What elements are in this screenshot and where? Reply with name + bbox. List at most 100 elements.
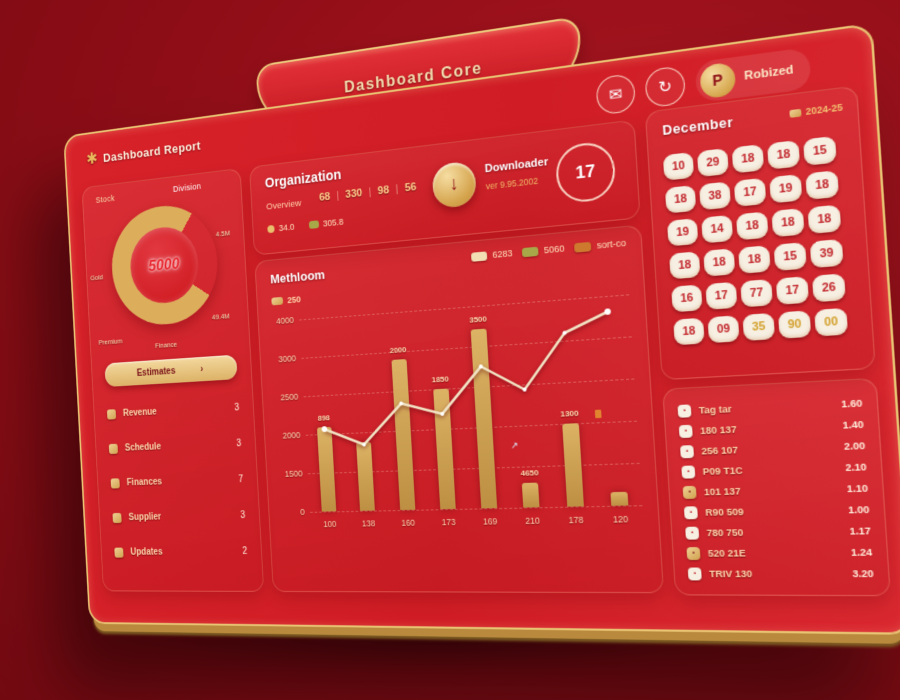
watchlist-label: 256 107	[701, 441, 836, 456]
calendar-day[interactable]: 18	[732, 144, 764, 173]
tab-stock[interactable]: Stock	[95, 193, 114, 204]
x-axis-tick: 178	[554, 514, 599, 525]
watchlist-row[interactable]: ▪ P09 T1C 2.10	[681, 457, 867, 481]
calendar-day[interactable]: 18	[805, 170, 839, 200]
stat-value: 98	[377, 184, 389, 197]
calendar-day[interactable]: 00	[814, 308, 848, 337]
calendar-day[interactable]: 38	[699, 181, 731, 210]
calendar-day[interactable]: 19	[667, 218, 698, 246]
calendar-day[interactable]: 18	[665, 185, 696, 214]
legend-label: 5060	[544, 243, 565, 255]
arrow-up-icon: ↗	[510, 440, 518, 452]
chart-chip: 250	[271, 294, 301, 306]
calendar-day[interactable]: 29	[697, 148, 729, 177]
donut-labels: Gold 4.5M 49.4M Premium Finance	[82, 169, 239, 188]
sidebar-item-revenue[interactable]: Revenue 3	[107, 396, 240, 425]
calendar-day[interactable]: 19	[769, 174, 802, 203]
legend-label: sort-co	[596, 238, 626, 251]
calendar-day[interactable]: 18	[703, 248, 735, 276]
watchlist-row[interactable]: ▪ 520 21E 1.24	[686, 542, 873, 562]
calendar-day[interactable]: 18	[673, 318, 704, 346]
calendar-day[interactable]: 90	[778, 310, 811, 338]
chart-chip-label: 250	[287, 294, 301, 305]
download-button[interactable]: ↓	[432, 160, 477, 209]
watchlist-value: 1.60	[841, 397, 863, 409]
calendar-day[interactable]: 18	[736, 211, 769, 240]
watchlist-value: 1.24	[851, 546, 873, 557]
calendar-day[interactable]: 09	[707, 315, 739, 343]
calendar-day[interactable]: 17	[734, 178, 766, 207]
calendar-day[interactable]: 77	[740, 279, 773, 307]
tab-division[interactable]: Division	[173, 181, 202, 194]
donut-chart: 5000	[109, 200, 221, 328]
watchlist-label: 180 137	[700, 419, 835, 435]
item-icon: ▪	[688, 567, 702, 580]
calendar-day[interactable]: 18	[771, 208, 804, 237]
y-axis-tick: 1500	[272, 469, 303, 480]
item-icon: ▪	[677, 404, 691, 417]
refresh-button[interactable]: ↻	[644, 65, 686, 108]
watchlist-card: ▪ Tag tar 1.60 ▪ 180 137 1.40 ▪ 256 107 2.00 ▪ P09…	[662, 378, 891, 596]
x-axis-tick: 100	[311, 519, 350, 529]
stat-separator: |	[368, 187, 371, 198]
bullet-icon	[114, 547, 123, 557]
bullet-icon	[109, 443, 118, 453]
legend-entry[interactable]: 5060	[522, 243, 565, 257]
x-axis-tick: 138	[349, 518, 389, 528]
watchlist-row[interactable]: ▪ R90 509 1.00	[684, 500, 870, 522]
donut-ring-label: Gold	[90, 273, 103, 282]
bullet-icon	[112, 512, 121, 522]
item-icon: ▪	[680, 445, 694, 458]
download-sub-label: ver 9.95.2002	[486, 176, 539, 192]
calendar-day[interactable]: 15	[803, 136, 837, 166]
calendar-day[interactable]: 17	[776, 276, 809, 305]
watchlist-value: 1.10	[846, 482, 868, 494]
mail-button[interactable]: ✉	[595, 73, 636, 116]
chip-swatch-icon	[308, 220, 318, 229]
calendar-day[interactable]: 16	[671, 284, 702, 312]
refresh-icon: ↻	[658, 76, 673, 97]
calendar-day[interactable]: 35	[742, 313, 775, 341]
brand-title: Dashboard Report	[103, 138, 201, 165]
sidebar-item-label: Updates	[130, 546, 235, 557]
download-label: Downloader	[484, 156, 548, 175]
sidebar-item-supplier[interactable]: Supplier 3	[112, 504, 246, 529]
watchlist-row[interactable]: ▪ 780 750 1.17	[685, 521, 871, 542]
calendar-day[interactable]: 18	[767, 140, 800, 170]
calendar-day[interactable]: 17	[705, 282, 737, 310]
watchlist-value: 2.00	[844, 440, 866, 452]
watchlist-row[interactable]: ▪ TRIV 130 3.20	[688, 564, 875, 583]
stats-chip: 305.8	[308, 217, 343, 230]
calendar-day[interactable]: 18	[808, 205, 842, 234]
stat-value: 330	[345, 187, 363, 201]
legend-entry[interactable]: sort-co	[574, 238, 626, 253]
stats-chips: 34.0 305.8	[267, 217, 344, 234]
stat-value: 68	[319, 191, 331, 204]
estimates-button[interactable]: Estimates ›	[104, 355, 237, 387]
legend-label: 6283	[492, 248, 513, 260]
calendar-day[interactable]: 18	[738, 245, 771, 274]
calendar-day[interactable]: 15	[774, 242, 807, 271]
watchlist-rows: ▪ Tag tar 1.60 ▪ 180 137 1.40 ▪ 256 107 2.00 ▪ P09…	[663, 379, 875, 390]
watchlist-value: 3.20	[852, 567, 874, 578]
calendar-title: December	[662, 115, 734, 138]
flag-icon	[594, 410, 601, 419]
trend-line	[299, 294, 642, 512]
sidebar-item-schedule[interactable]: Schedule 3	[108, 432, 241, 460]
sidebar-item-count: 2	[242, 546, 247, 556]
brand: ✱ Dashboard Report	[86, 136, 201, 169]
calendar-day[interactable]: 39	[810, 239, 844, 268]
calendar-day[interactable]: 14	[701, 215, 733, 244]
donut-ring-label: 4.5M	[216, 229, 231, 239]
sidebar-item-finances[interactable]: Finances 7	[110, 468, 244, 494]
legend-swatch-icon	[575, 241, 592, 252]
calendar-day[interactable]: 18	[669, 251, 700, 279]
watchlist-value: 2.10	[845, 461, 867, 473]
sidebar-item-updates[interactable]: Updates 2	[114, 540, 248, 563]
estimates-button-label: Estimates	[137, 366, 176, 379]
legend-entry[interactable]: 6283	[471, 248, 512, 262]
sidebar-card: Stock Division 5000 Gold 4.5M 49.4M Premium…	[82, 168, 265, 592]
watchlist-row[interactable]: ▪ 101 137 1.10	[682, 478, 868, 501]
calendar-day[interactable]: 10	[663, 152, 694, 181]
calendar-day[interactable]: 26	[812, 273, 846, 302]
